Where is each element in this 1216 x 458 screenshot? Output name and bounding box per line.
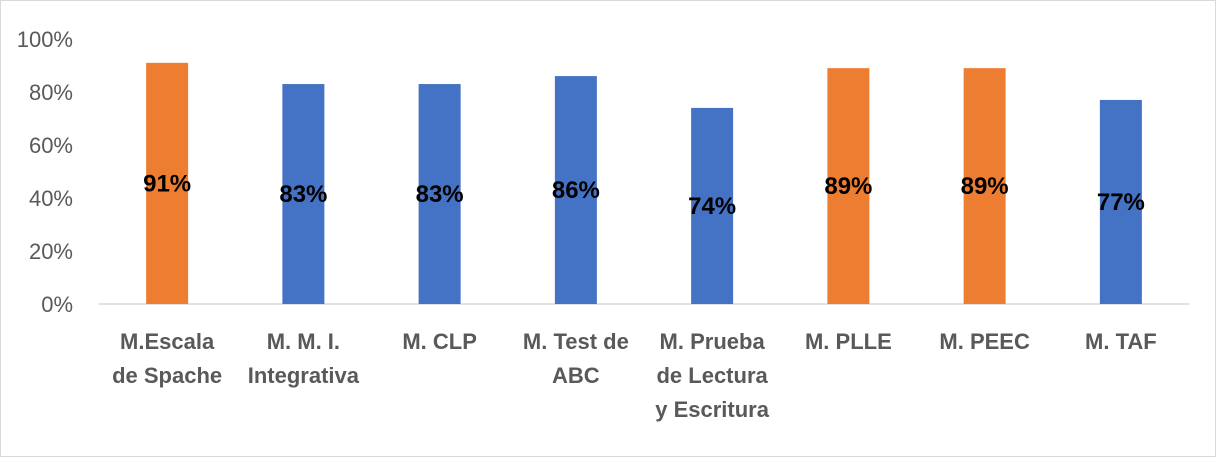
category-label: M. TAF — [1085, 329, 1157, 354]
y-tick-label: 80% — [29, 80, 73, 105]
category-label-line: Integrativa — [248, 363, 360, 388]
y-tick-label: 60% — [29, 133, 73, 158]
category-label-line: M. Test de — [523, 329, 629, 354]
category-label-line: M. TAF — [1085, 329, 1157, 354]
y-tick-label: 0% — [41, 292, 73, 317]
category-label: M. PLLE — [805, 329, 892, 354]
bar — [146, 62, 189, 304]
category-label-line: y Escritura — [655, 397, 769, 422]
data-label: 89% — [824, 173, 872, 200]
bar — [554, 76, 597, 304]
y-tick-label: 100% — [17, 27, 73, 52]
data-label: 83% — [416, 181, 464, 208]
data-label: 74% — [688, 193, 736, 220]
y-tick-label: 40% — [29, 186, 73, 211]
data-label: 91% — [143, 170, 191, 197]
category-label-line: M. PEEC — [939, 329, 1030, 354]
category-label: M. CLP — [402, 329, 477, 354]
bar — [963, 68, 1006, 305]
category-label-line: de Lectura — [656, 363, 768, 388]
category-label-line: ABC — [552, 363, 600, 388]
bar — [418, 84, 461, 304]
bar — [691, 107, 734, 305]
bar — [1099, 99, 1142, 304]
data-label: 77% — [1097, 189, 1145, 216]
category-label: M. Test de ABC — [523, 329, 629, 388]
category-label-line: M. Prueba — [660, 329, 766, 354]
data-label: 83% — [279, 181, 327, 208]
category-label-line: de Spache — [112, 363, 222, 388]
category-label: M.Escala de Spache — [112, 329, 222, 388]
data-label: 89% — [961, 173, 1009, 200]
y-tick-label: 20% — [29, 239, 73, 264]
category-label: M. M. I. Integrativa — [248, 329, 360, 388]
category-label: M. Prueba de Lectura y Escritura — [655, 329, 769, 422]
bar — [827, 68, 870, 305]
data-label: 86% — [552, 177, 600, 204]
category-label-line: M. M. I. — [267, 329, 340, 354]
bar — [282, 84, 325, 304]
category-label: M. PEEC — [939, 329, 1030, 354]
category-label-line: M. PLLE — [805, 329, 892, 354]
category-label-line: M.Escala — [120, 329, 215, 354]
category-label-line: M. CLP — [402, 329, 477, 354]
